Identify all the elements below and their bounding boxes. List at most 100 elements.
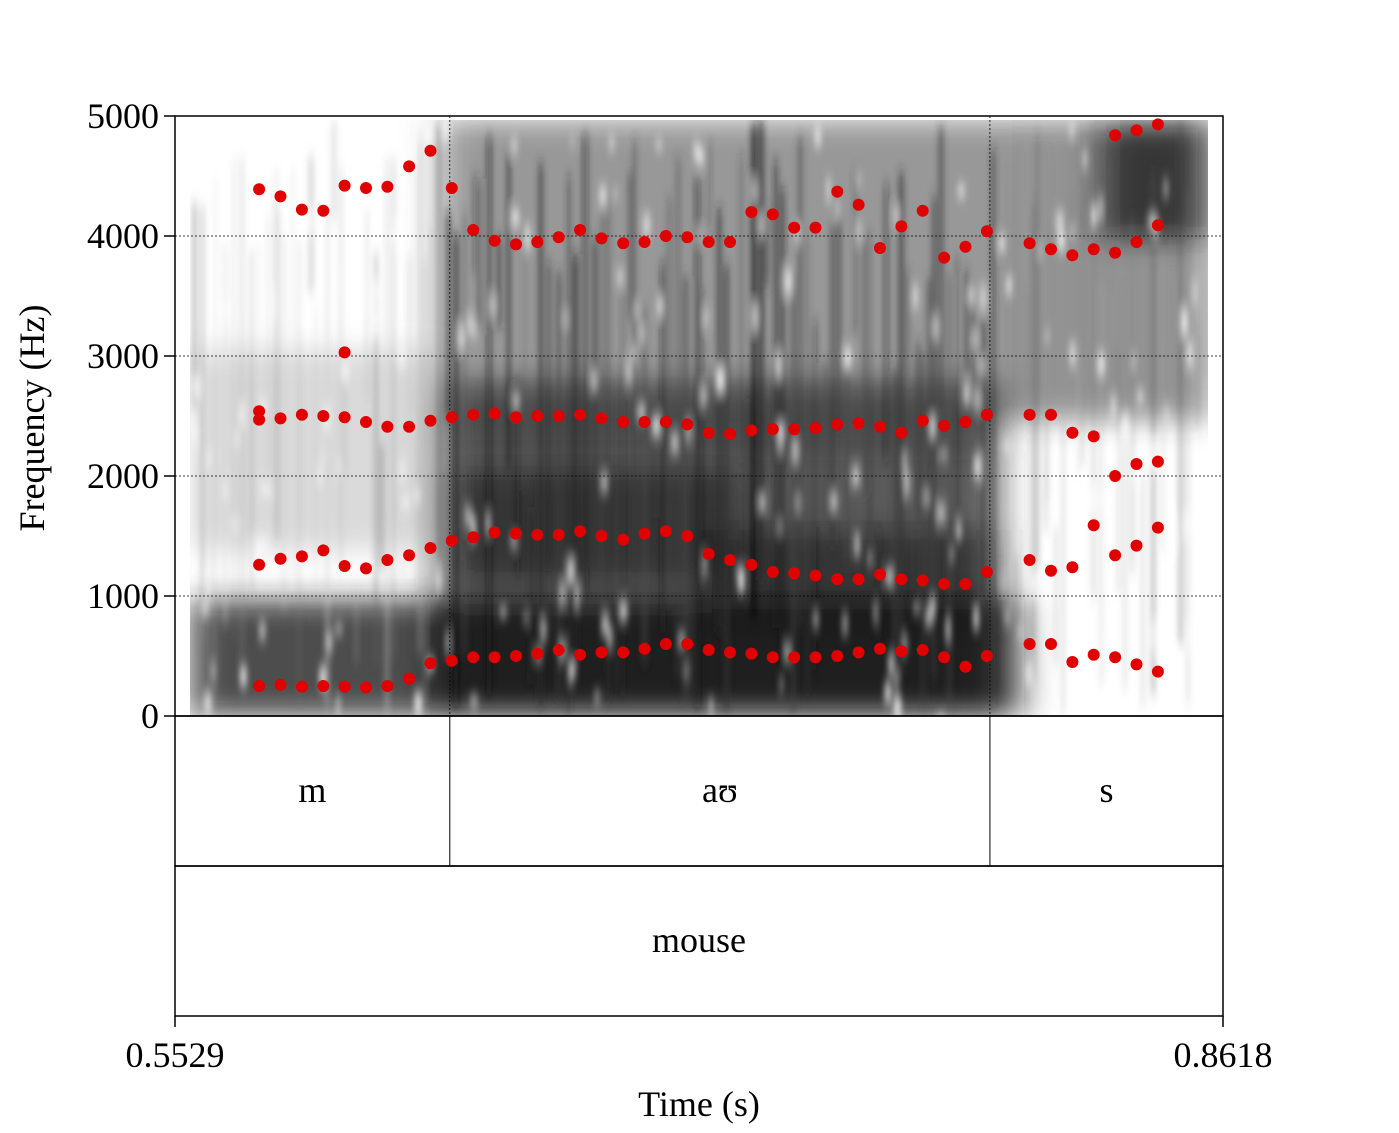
formant-point (1045, 564, 1057, 577)
formant-point (980, 408, 993, 421)
formant-point (552, 231, 565, 244)
spectrogram-image (190, 120, 1208, 716)
annotation-tiers: m aʊ s mouse (174, 715, 1224, 1017)
formant-point (809, 651, 822, 664)
formant-point (895, 220, 908, 233)
formant-point (874, 642, 886, 655)
formant-point (552, 528, 565, 541)
formant-point (510, 527, 522, 540)
formant-point (831, 418, 844, 431)
formant-point (874, 242, 886, 254)
formant-point (1087, 243, 1100, 256)
formant-point (1087, 519, 1100, 532)
formant-point (788, 423, 801, 436)
word-tier-frame (174, 865, 1224, 1017)
formant-point (574, 224, 587, 236)
formant-point (766, 423, 779, 436)
formant-point (467, 651, 480, 664)
formant-point (510, 411, 522, 424)
formant-point (617, 646, 630, 659)
formant-point (338, 680, 351, 693)
formant-point (638, 527, 651, 540)
formant-point (552, 410, 565, 422)
formant-point (295, 680, 308, 693)
formant-point (745, 424, 758, 437)
formant-point (274, 412, 287, 425)
x-axis-title: Time (s) (638, 1084, 760, 1124)
formant-point (381, 554, 394, 566)
formant-point (317, 544, 330, 557)
formant-point (338, 346, 351, 359)
formant-point (766, 208, 779, 221)
formant-point (617, 237, 630, 250)
formant-point (659, 525, 672, 538)
y-tick-label: 5000 (87, 96, 159, 136)
formant-point (659, 416, 672, 428)
formant-point (980, 650, 993, 662)
formant-point (360, 182, 372, 194)
formant-point (1023, 638, 1036, 650)
formant-point (360, 681, 372, 694)
formant-point (253, 413, 266, 426)
formant-point (659, 638, 672, 650)
formant-point (403, 160, 416, 173)
formant-point (488, 234, 501, 247)
formant-point (831, 185, 844, 198)
formant-point (360, 562, 372, 575)
formant-point (295, 408, 308, 421)
formant-point (980, 225, 993, 238)
formant-point (253, 558, 266, 571)
formant-point (724, 646, 736, 659)
y-tick-label: 3000 (87, 336, 159, 376)
formant-point (938, 251, 951, 264)
formant-point (1151, 219, 1164, 232)
formant-point (274, 678, 287, 691)
formant-point (338, 179, 351, 192)
formant-point (574, 648, 587, 661)
formant-point (1130, 658, 1143, 671)
formant-point (381, 420, 394, 433)
formant-point (531, 236, 544, 248)
formant-point (467, 224, 480, 236)
x-tick-label: 0.5529 (126, 1035, 225, 1075)
formant-point (445, 534, 458, 547)
formant-point (638, 236, 651, 248)
formant-point (617, 533, 630, 546)
formant-point (788, 221, 801, 234)
formant-point (574, 525, 587, 538)
formant-point (403, 672, 416, 685)
formant-point (809, 569, 822, 582)
y-tick-label: 0 (141, 696, 159, 736)
formant-point (959, 240, 972, 253)
formant-point (295, 203, 308, 216)
formant-point (980, 566, 993, 578)
formant-point (831, 650, 844, 662)
formant-point (253, 680, 266, 692)
formant-point (1045, 638, 1057, 650)
formant-point (1130, 124, 1143, 137)
tier-label: mouse (652, 920, 746, 960)
formant-point (403, 549, 416, 562)
formant-point (595, 646, 608, 659)
formant-point (1151, 521, 1164, 534)
formant-point (531, 528, 544, 541)
formant-point (916, 204, 929, 217)
formant-point (766, 566, 779, 578)
formant-point (424, 542, 437, 554)
formant-point (424, 414, 437, 427)
formant-point (1109, 470, 1122, 482)
formant-point (959, 578, 972, 590)
formant-point (1130, 539, 1143, 552)
formant-point (274, 552, 287, 565)
formant-point (724, 554, 736, 566)
formant-point (445, 182, 458, 194)
formant-point (1045, 408, 1057, 421)
formant-point (895, 645, 908, 658)
formant-point (724, 428, 736, 440)
formant-point (938, 419, 951, 432)
x-axis: 0.5529 0.8618 (126, 1016, 1273, 1075)
formant-point (1066, 656, 1079, 668)
formant-point (788, 567, 801, 580)
x-tick-label: 0.8618 (1174, 1035, 1273, 1075)
